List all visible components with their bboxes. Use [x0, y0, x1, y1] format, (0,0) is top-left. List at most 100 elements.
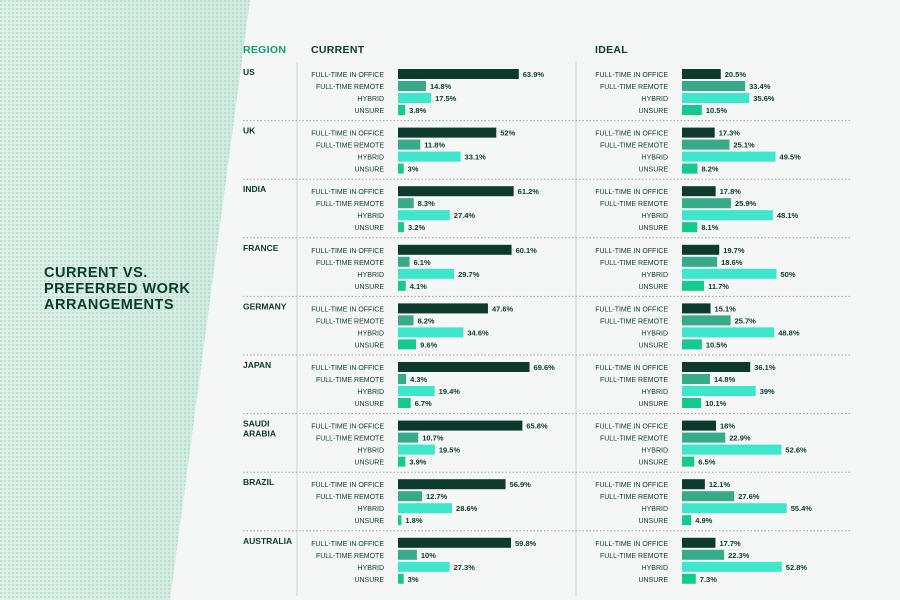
data-label: 8.1% — [701, 223, 718, 232]
region-label: SAUDI ARABIA — [243, 419, 276, 439]
data-label: 28.6% — [456, 504, 478, 513]
bar — [398, 549, 417, 560]
data-label: 22.3% — [728, 551, 750, 560]
bar — [682, 339, 702, 350]
data-label: 29.7% — [458, 270, 480, 279]
data-label: 59.8% — [515, 539, 537, 548]
bar — [398, 362, 530, 372]
bar — [398, 573, 404, 584]
bar — [398, 315, 414, 326]
category-label: HYBRID — [358, 272, 384, 279]
bar — [398, 210, 450, 221]
bar — [398, 280, 406, 291]
category-label: FULL-TIME REMOTE — [600, 553, 668, 560]
category-label: HYBRID — [642, 96, 668, 103]
bar — [682, 93, 750, 103]
data-label: 7.3% — [700, 575, 717, 584]
bar — [682, 515, 692, 526]
data-label: 6.1% — [414, 258, 431, 267]
category-label: FULL-TIME IN OFFICE — [595, 541, 668, 548]
data-label: 47.6% — [492, 304, 514, 313]
data-label: 14.8% — [430, 82, 452, 91]
bar — [398, 256, 410, 267]
bar — [682, 503, 787, 514]
data-label: 19.4% — [439, 387, 461, 396]
category-label: HYBRID — [642, 330, 668, 337]
bar — [682, 105, 702, 115]
category-label: UNSURE — [354, 577, 384, 584]
category-label: FULL-TIME IN OFFICE — [595, 482, 668, 489]
region-label: FRANCE — [243, 243, 279, 253]
category-label: FULL-TIME REMOTE — [316, 143, 384, 150]
bar — [398, 503, 453, 514]
data-label: 63.9% — [523, 70, 545, 79]
category-label: UNSURE — [638, 108, 668, 115]
data-label: 6.5% — [698, 458, 715, 467]
data-label: 36.1% — [754, 363, 776, 372]
data-label: 22.9% — [729, 434, 751, 443]
category-label: FULL-TIME IN OFFICE — [595, 131, 668, 138]
data-label: 18.6% — [721, 258, 743, 267]
bar — [682, 549, 725, 560]
category-label: UNSURE — [354, 401, 384, 408]
bar — [398, 561, 450, 572]
header-current: CURRENT — [311, 44, 365, 56]
data-label: 25.9% — [735, 199, 757, 208]
bar — [682, 163, 698, 174]
region-label: GERMANY — [243, 301, 287, 311]
category-label: FULL-TIME IN OFFICE — [595, 248, 668, 255]
data-label: 33.4% — [749, 82, 771, 91]
data-label: 14.8% — [714, 375, 736, 384]
data-label: 27.3% — [454, 563, 476, 572]
bar — [682, 444, 782, 455]
category-label: FULL-TIME IN OFFICE — [311, 189, 384, 196]
data-label: 48.8% — [778, 328, 800, 337]
category-label: HYBRID — [358, 448, 384, 455]
data-label: 25.1% — [733, 141, 755, 150]
bar — [398, 327, 464, 338]
bar — [398, 432, 419, 443]
bar — [398, 386, 435, 396]
data-label: 4.1% — [410, 282, 427, 291]
region-label: UK — [243, 126, 256, 136]
category-label: UNSURE — [638, 460, 668, 467]
data-label: 33.1% — [465, 153, 487, 162]
bar — [682, 561, 782, 572]
bar — [398, 515, 402, 526]
bar — [398, 374, 407, 384]
category-label: FULL-TIME REMOTE — [600, 318, 668, 325]
chart-title: CURRENT VS. PREFERRED WORK ARRANGEMENTS — [44, 265, 191, 313]
category-label: FULL-TIME IN OFFICE — [595, 72, 668, 79]
bar — [682, 315, 731, 326]
data-label: 52.6% — [785, 446, 807, 455]
region-label: US — [243, 67, 255, 77]
data-label: 52.8% — [786, 563, 808, 572]
data-label: 10.1% — [705, 399, 727, 408]
category-label: UNSURE — [638, 284, 668, 291]
bar — [682, 222, 698, 233]
category-label: FULL-TIME IN OFFICE — [311, 248, 384, 255]
category-label: UNSURE — [354, 167, 384, 174]
category-label: HYBRID — [358, 506, 384, 513]
category-label: UNSURE — [354, 460, 384, 467]
data-label: 39% — [760, 387, 775, 396]
bar — [682, 303, 711, 314]
bar — [682, 456, 695, 467]
data-label: 10.5% — [706, 106, 728, 115]
bar — [398, 444, 435, 455]
bar — [398, 491, 423, 502]
category-label: HYBRID — [642, 389, 668, 396]
category-label: HYBRID — [358, 96, 384, 103]
bar — [398, 81, 426, 91]
category-label: FULL-TIME REMOTE — [600, 201, 668, 208]
bar — [682, 362, 751, 372]
region-label: INDIA — [243, 184, 266, 194]
data-label: 69.6% — [534, 363, 556, 372]
category-label: FULL-TIME REMOTE — [316, 318, 384, 325]
data-label: 17.3% — [719, 129, 741, 138]
category-label: UNSURE — [354, 284, 384, 291]
bar — [682, 398, 702, 408]
bar — [398, 303, 488, 314]
data-label: 12.7% — [426, 492, 448, 501]
